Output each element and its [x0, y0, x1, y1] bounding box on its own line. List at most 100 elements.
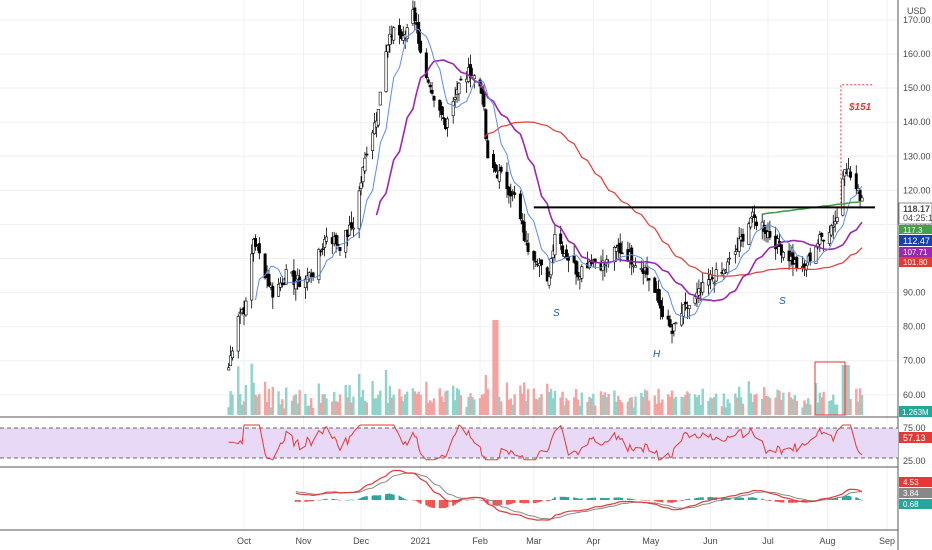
- volume-bar: [707, 400, 710, 415]
- volume-bar: [333, 391, 336, 415]
- volume-bar: [417, 391, 420, 415]
- volume-bar: [655, 403, 658, 415]
- candle-body: [419, 40, 423, 53]
- volume-bar: [680, 396, 683, 415]
- macd-hist-bar: [561, 496, 564, 500]
- volume-bar: [292, 395, 296, 415]
- volume-bar: [498, 396, 501, 415]
- svg-text:107.71: 107.71: [903, 248, 928, 257]
- macd-hist-bar: [360, 497, 363, 500]
- svg-text:101.80: 101.80: [903, 258, 928, 267]
- macd-hist-bar: [348, 499, 351, 501]
- volume-bar: [467, 396, 470, 415]
- candle-body: [361, 167, 365, 183]
- macd-hist-bar: [836, 498, 839, 500]
- candle-body: [348, 224, 352, 236]
- ma-slow-line: [483, 121, 863, 277]
- volume-bar: [816, 402, 820, 415]
- macd-hist-bar: [486, 500, 489, 505]
- macd-hist-bar: [406, 499, 409, 501]
- candle-body: [278, 282, 282, 288]
- time-tick-label: Oct: [237, 536, 252, 546]
- macd-hist-bar: [379, 495, 382, 500]
- macd-hist-bar: [655, 500, 658, 502]
- macd-hist-bar: [442, 500, 445, 509]
- macd-hist-bar: [375, 495, 378, 500]
- volume-bar: [726, 399, 729, 415]
- volume-bar: [334, 401, 338, 415]
- macd-hist-bar: [527, 500, 530, 504]
- volume-bar: [336, 402, 340, 415]
- candle-body: [818, 234, 822, 245]
- candle-body: [587, 261, 591, 268]
- candle-body: [639, 268, 643, 270]
- volume-bar: [265, 402, 269, 415]
- candle-body: [576, 271, 580, 278]
- candle-body: [524, 240, 528, 242]
- volume-bar: [549, 388, 553, 415]
- macd-hist-bar: [323, 499, 326, 500]
- volume-bar: [711, 398, 714, 415]
- volume-bar: [617, 395, 620, 415]
- time-tick-label: Jul: [762, 536, 774, 546]
- candle-body: [553, 233, 557, 256]
- volume-bar: [352, 396, 355, 415]
- candle-body: [835, 217, 839, 222]
- svg-text:1.263M: 1.263M: [902, 408, 929, 417]
- macd-hist-bar: [312, 500, 315, 502]
- volume-bar: [822, 391, 825, 415]
- macd-hist-bar: [788, 500, 791, 503]
- candle-body: [795, 256, 799, 269]
- candle-body: [386, 44, 390, 53]
- volume-bar: [494, 320, 497, 415]
- volume-bar: [818, 392, 822, 415]
- macd-hist-bar: [653, 500, 656, 502]
- volume-bar: [415, 393, 418, 415]
- macd-hist-bar: [398, 495, 401, 500]
- macd-hist-bar: [294, 500, 297, 502]
- macd-hist-bar: [765, 500, 768, 501]
- macd-hist-bar: [667, 500, 670, 503]
- macd-hist-bar: [686, 499, 689, 500]
- candle-body: [493, 164, 497, 172]
- volume-bar: [634, 396, 637, 415]
- volume-bar: [782, 392, 785, 415]
- candle-body: [657, 288, 661, 303]
- head-label: H: [653, 349, 661, 360]
- candle-body: [791, 252, 795, 265]
- macd-hist-bar: [857, 498, 860, 500]
- volume-bar: [269, 407, 273, 415]
- candle-body: [733, 251, 737, 255]
- candle-body: [687, 304, 691, 309]
- macd-hist-bar: [780, 500, 783, 503]
- candle-body: [442, 117, 446, 119]
- candle-body: [349, 222, 353, 229]
- candle-body: [526, 242, 530, 252]
- macd-hist-bar: [722, 497, 725, 500]
- candle-body: [753, 214, 757, 219]
- candle-body: [712, 282, 716, 285]
- macd-hist-bar: [671, 500, 674, 503]
- volume-bar: [263, 381, 267, 415]
- macd-hist-bar: [847, 495, 850, 500]
- target-label: $151: [848, 102, 872, 113]
- volume-bar: [594, 405, 597, 415]
- macd-hist-bar: [688, 498, 691, 500]
- volume-bar: [425, 381, 428, 415]
- macd-hist-bar: [319, 499, 322, 501]
- histogram-badge: 0.68: [899, 499, 932, 509]
- target-projection: [840, 84, 874, 208]
- candle-body: [267, 273, 271, 287]
- volume-bar: [551, 398, 555, 415]
- macd-hist-bar: [701, 497, 704, 500]
- volume-bar: [538, 397, 541, 415]
- macd-hist-bar: [843, 495, 846, 500]
- volume-bar: [446, 390, 449, 415]
- candle-body: [754, 221, 758, 227]
- volume-bar: [546, 383, 549, 415]
- candle-body: [747, 223, 751, 245]
- macd-hist-bar: [707, 497, 710, 500]
- volume-bar: [317, 383, 321, 415]
- candle-body: [413, 7, 417, 21]
- candle-body: [311, 272, 315, 277]
